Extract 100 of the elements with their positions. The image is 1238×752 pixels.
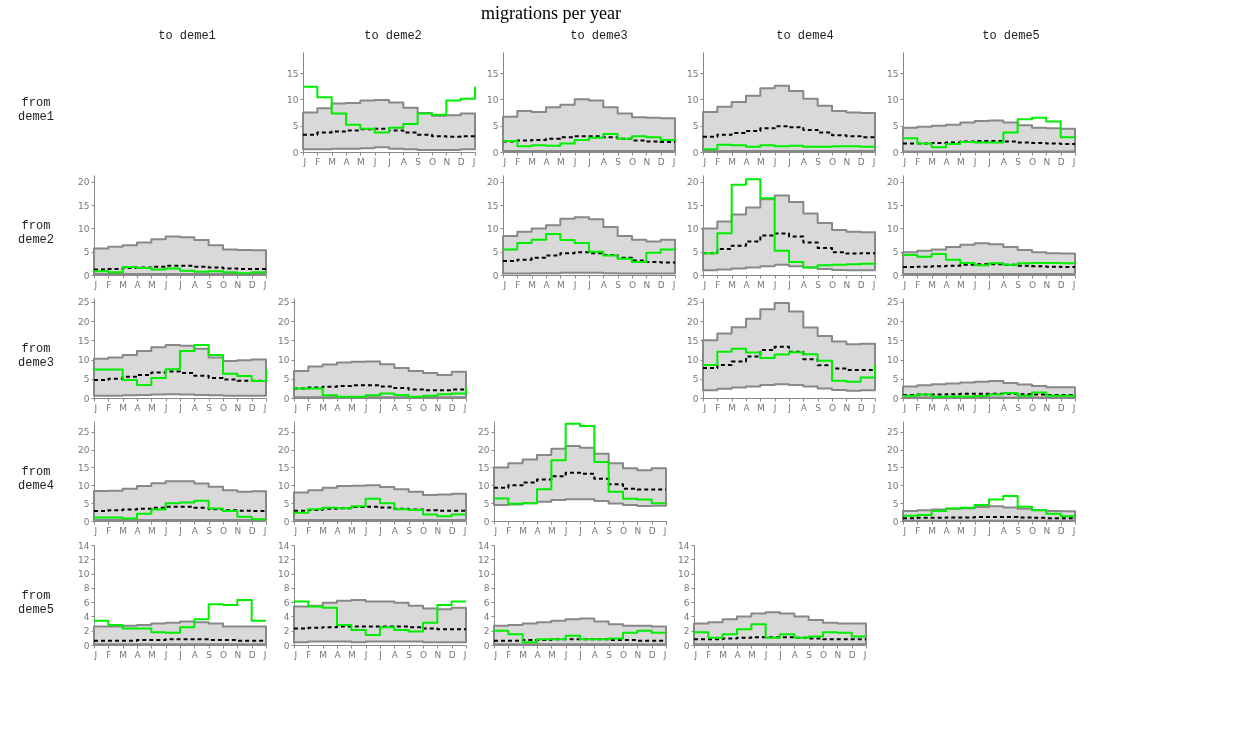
x-tick-label: F xyxy=(106,402,112,413)
y-tick-label: 5 xyxy=(492,247,499,258)
x-tick-label: J xyxy=(987,525,991,536)
x-tick-label: A xyxy=(734,649,742,660)
y-tick-label: 0 xyxy=(283,640,290,651)
x-tick-label: D xyxy=(1057,402,1065,413)
x-tick-label: F xyxy=(506,525,512,536)
y-tick-label: 25 xyxy=(887,297,899,308)
y-tick-label: 10 xyxy=(278,355,290,366)
x-tick-label: J xyxy=(293,649,298,660)
x-tick-label: J xyxy=(587,156,591,167)
y-tick-label: 20 xyxy=(78,316,90,327)
x-tick-label: F xyxy=(715,156,721,167)
x-tick-label: M xyxy=(528,279,537,290)
x-tick-label: D xyxy=(648,649,656,660)
y-tick-label: 5 xyxy=(283,374,290,385)
x-tick-label: M xyxy=(356,156,365,167)
y-tick-label: 15 xyxy=(478,462,490,473)
x-tick-label: J xyxy=(671,279,676,290)
y-tick-label: 20 xyxy=(478,445,490,456)
x-tick-label: J xyxy=(462,525,467,536)
x-tick-label: J xyxy=(787,402,791,413)
x-tick-label: A xyxy=(334,402,342,413)
x-tick-label: O xyxy=(428,156,437,167)
x-tick-label: J xyxy=(772,279,777,290)
x-tick-label: M xyxy=(519,525,528,536)
x-tick-label: O xyxy=(1028,156,1037,167)
x-tick-label: A xyxy=(400,156,408,167)
x-tick-label: J xyxy=(772,156,777,167)
y-tick-label: 4 xyxy=(683,611,690,622)
x-tick-label: A xyxy=(591,649,599,660)
y-tick-label: 15 xyxy=(78,200,90,211)
y-tick-label: 5 xyxy=(892,374,899,385)
y-tick-label: 4 xyxy=(483,611,490,622)
x-tick-label: J xyxy=(93,649,98,660)
x-tick-label: F xyxy=(106,279,112,290)
x-tick-label: M xyxy=(319,402,328,413)
y-tick-label: 5 xyxy=(692,374,699,385)
x-tick-label: J xyxy=(763,649,768,660)
x-tick-label: J xyxy=(693,649,698,660)
x-tick-label: F xyxy=(915,525,921,536)
y-tick-label: 6 xyxy=(283,597,290,608)
y-tick-label: 5 xyxy=(492,121,499,132)
y-tick-label: 15 xyxy=(487,200,499,211)
x-tick-label: A xyxy=(334,649,342,660)
x-tick-label: M xyxy=(119,649,128,660)
y-tick-label: 20 xyxy=(78,445,90,456)
x-tick-label: N xyxy=(834,649,842,660)
x-tick-label: N xyxy=(843,156,851,167)
x-tick-label: S xyxy=(406,402,413,413)
y-tick-label: 10 xyxy=(478,569,490,580)
x-tick-label: S xyxy=(606,525,613,536)
x-tick-label: F xyxy=(306,525,312,536)
x-tick-label: A xyxy=(600,156,608,167)
x-tick-label: M xyxy=(347,525,356,536)
x-tick-label: M xyxy=(719,649,728,660)
x-tick-label: J xyxy=(178,649,182,660)
x-tick-label: O xyxy=(419,649,428,660)
y-tick-label: 12 xyxy=(278,554,290,565)
y-tick-label: 10 xyxy=(887,480,899,491)
x-tick-label: M xyxy=(928,156,937,167)
x-tick-label: A xyxy=(943,402,951,413)
y-tick-label: 0 xyxy=(692,270,699,281)
x-tick-label: D xyxy=(857,156,865,167)
x-tick-label: F xyxy=(106,525,112,536)
x-tick-label: F xyxy=(306,402,312,413)
x-tick-label: A xyxy=(191,279,199,290)
x-tick-label: D xyxy=(248,402,256,413)
x-tick-label: N xyxy=(234,649,242,660)
x-tick-label: N xyxy=(434,649,442,660)
y-tick-label: 25 xyxy=(478,427,490,438)
x-tick-label: M xyxy=(928,279,937,290)
x-tick-label: J xyxy=(702,156,707,167)
x-tick-label: J xyxy=(262,649,267,660)
y-tick-label: 12 xyxy=(478,554,490,565)
x-tick-label: J xyxy=(178,402,182,413)
x-tick-label: J xyxy=(902,525,907,536)
text: from deme1 xyxy=(17,96,55,124)
x-tick-label: A xyxy=(1000,156,1008,167)
x-tick-label: M xyxy=(119,525,128,536)
x-tick-label: F xyxy=(915,279,921,290)
x-tick-label: J xyxy=(502,279,507,290)
x-tick-label: M xyxy=(119,402,128,413)
text: to deme1 xyxy=(158,29,216,43)
y-tick-label: 2 xyxy=(283,626,290,637)
text: to deme4 xyxy=(776,29,834,43)
x-tick-label: O xyxy=(219,402,228,413)
x-tick-label: A xyxy=(600,279,608,290)
x-tick-label: J xyxy=(387,156,391,167)
x-tick-label: F xyxy=(306,649,312,660)
x-tick-label: O xyxy=(1028,279,1037,290)
y-tick-label: 5 xyxy=(83,498,90,509)
y-tick-label: 10 xyxy=(478,480,490,491)
x-tick-label: F xyxy=(106,649,112,660)
x-tick-label: M xyxy=(147,525,156,536)
y-tick-label: 10 xyxy=(887,223,899,234)
text: from deme3 xyxy=(17,342,55,370)
y-tick-label: 0 xyxy=(892,270,899,281)
y-tick-label: 15 xyxy=(278,462,290,473)
x-tick-label: F xyxy=(715,402,721,413)
